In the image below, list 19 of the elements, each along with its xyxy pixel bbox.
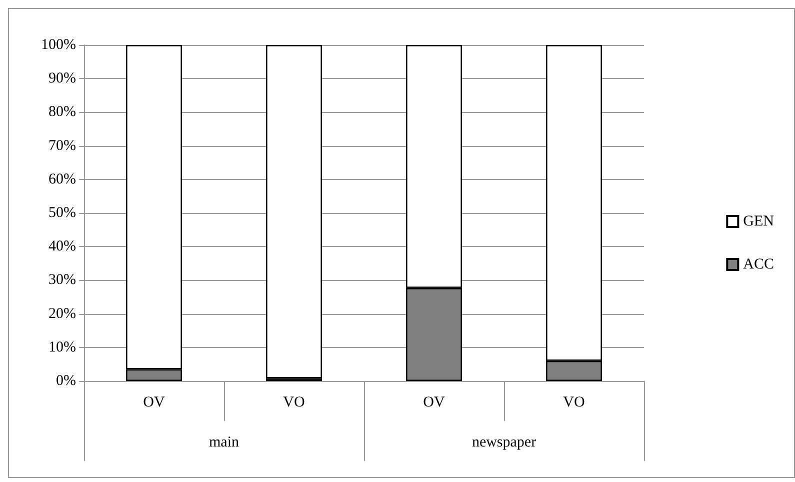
y-tick-label: 20% xyxy=(48,306,76,322)
y-tick-label: 70% xyxy=(48,138,76,154)
x-tick-label: VO xyxy=(283,394,305,410)
x-tick-label: OV xyxy=(143,394,165,410)
y-tick-label: 60% xyxy=(48,171,76,188)
legend-label: ACC xyxy=(743,256,774,272)
text: newspaper xyxy=(472,434,536,450)
y-tick-label: 0% xyxy=(56,373,76,389)
y-tick-label: 100% xyxy=(41,37,76,53)
legend-label: GEN xyxy=(743,214,774,230)
text: main xyxy=(209,434,240,450)
y-tick-label: 30% xyxy=(48,272,76,288)
y-tick-label: 40% xyxy=(48,238,76,255)
x-tick-label: OV xyxy=(423,394,445,410)
x-tick-label: VO xyxy=(563,394,585,410)
y-tick-label: 80% xyxy=(48,104,76,120)
y-tick-label: 50% xyxy=(48,205,76,221)
y-tick-label: 10% xyxy=(48,339,76,356)
y-tick-label: 90% xyxy=(48,70,76,87)
